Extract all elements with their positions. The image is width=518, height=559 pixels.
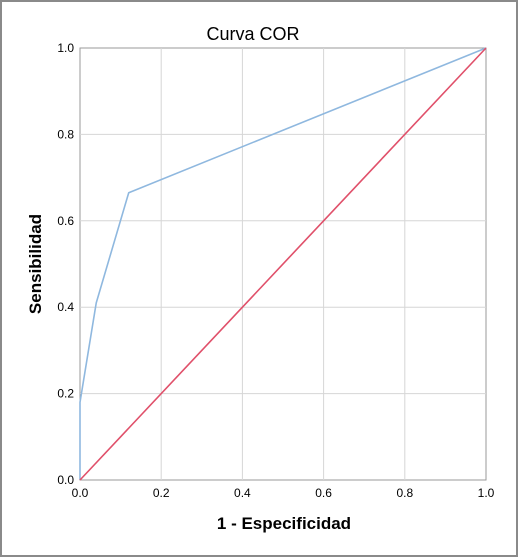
grid-lines	[80, 48, 486, 480]
chart-title: Curva COR	[206, 24, 299, 44]
series-lines	[79, 47, 487, 481]
y-tick-label: 0.6	[57, 214, 74, 228]
y-tick-label: 0.4	[57, 300, 74, 314]
x-tick-label: 0.4	[234, 486, 251, 500]
x-tick-label: 1.0	[478, 486, 495, 500]
x-axis-label: 1 - Especificidad	[217, 514, 351, 533]
roc-curve-line	[79, 47, 487, 480]
y-tick-labels: 0.0 0.2 0.4 0.6 0.8 1.0	[57, 41, 74, 487]
x-tick-labels: 0.0 0.2 0.4 0.6 0.8 1.0	[72, 486, 495, 500]
y-tick-label: 0.8	[57, 127, 74, 141]
y-tick-label: 0.2	[57, 387, 74, 401]
x-tick-label: 0.2	[153, 486, 170, 500]
reference-diagonal-line	[79, 47, 487, 481]
y-tick-label: 1.0	[57, 41, 74, 55]
y-axis-label: Sensibilidad	[26, 214, 45, 314]
x-tick-label: 0.0	[72, 486, 89, 500]
y-tick-label: 0.0	[57, 473, 74, 487]
x-tick-label: 0.8	[396, 486, 413, 500]
x-tick-label: 0.6	[315, 486, 332, 500]
